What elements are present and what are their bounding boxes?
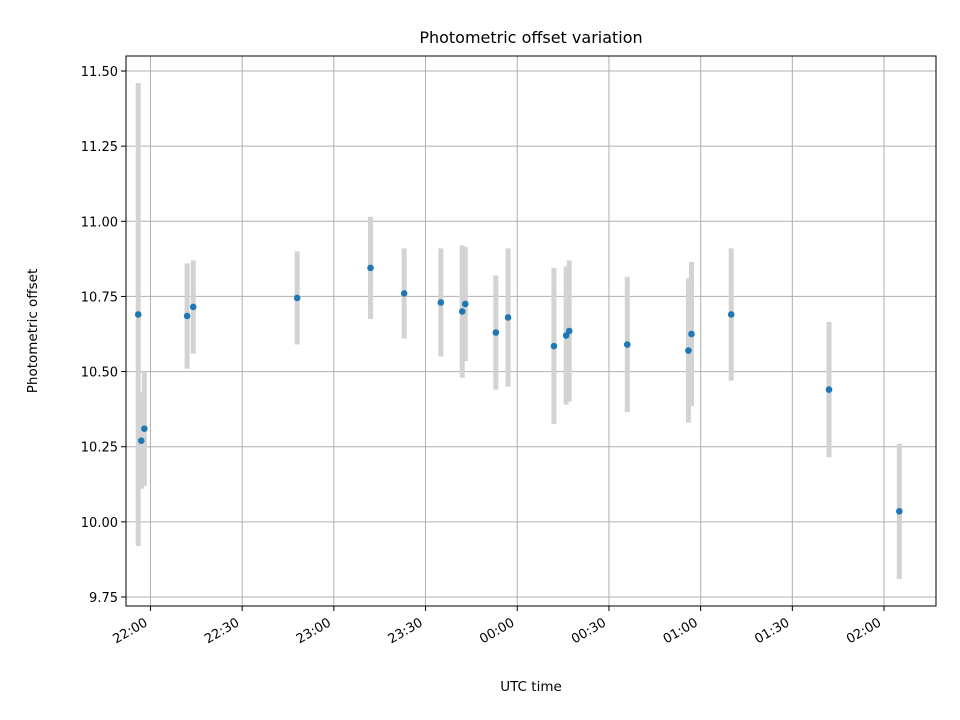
data-point [134,311,142,318]
data-point [437,299,445,306]
data-point [189,303,197,311]
y-axis: 9.75 10.00 10.25 10.50 10.75 11.00 11.25 11.50 [81,65,126,606]
data-point [141,425,148,432]
data-point [896,508,903,515]
data-point [685,347,692,354]
data-point [492,329,500,336]
y-tick-label: 11.00 [81,215,118,230]
x-axis-label: UTC time [500,679,562,695]
data-point [623,341,631,348]
data-point [550,342,558,350]
grid [126,56,936,606]
data-point [688,330,695,338]
data-point [400,290,408,297]
data-point [183,312,191,320]
y-tick-label: 11.25 [81,140,118,155]
y-tick-label: 9.75 [89,591,118,606]
y-tick-label: 10.75 [81,290,118,305]
y-tick-label: 10.25 [81,441,118,456]
data-points [134,264,903,515]
y-tick-label: 10.50 [81,366,118,381]
data-point [367,264,374,272]
data-point [727,311,735,318]
data-point [458,308,466,315]
y-tick-label: 11.50 [81,65,118,80]
chart-title: Photometric offset variation [419,28,642,47]
y-axis-label: Photometric offset [25,269,41,393]
data-point [565,327,573,335]
plot-frame [125,55,937,607]
data-point [504,314,512,321]
data-point [137,437,145,444]
data-point [825,386,833,393]
y-tick-label: 10.00 [81,516,118,531]
data-point [293,294,301,302]
data-point [461,300,469,308]
